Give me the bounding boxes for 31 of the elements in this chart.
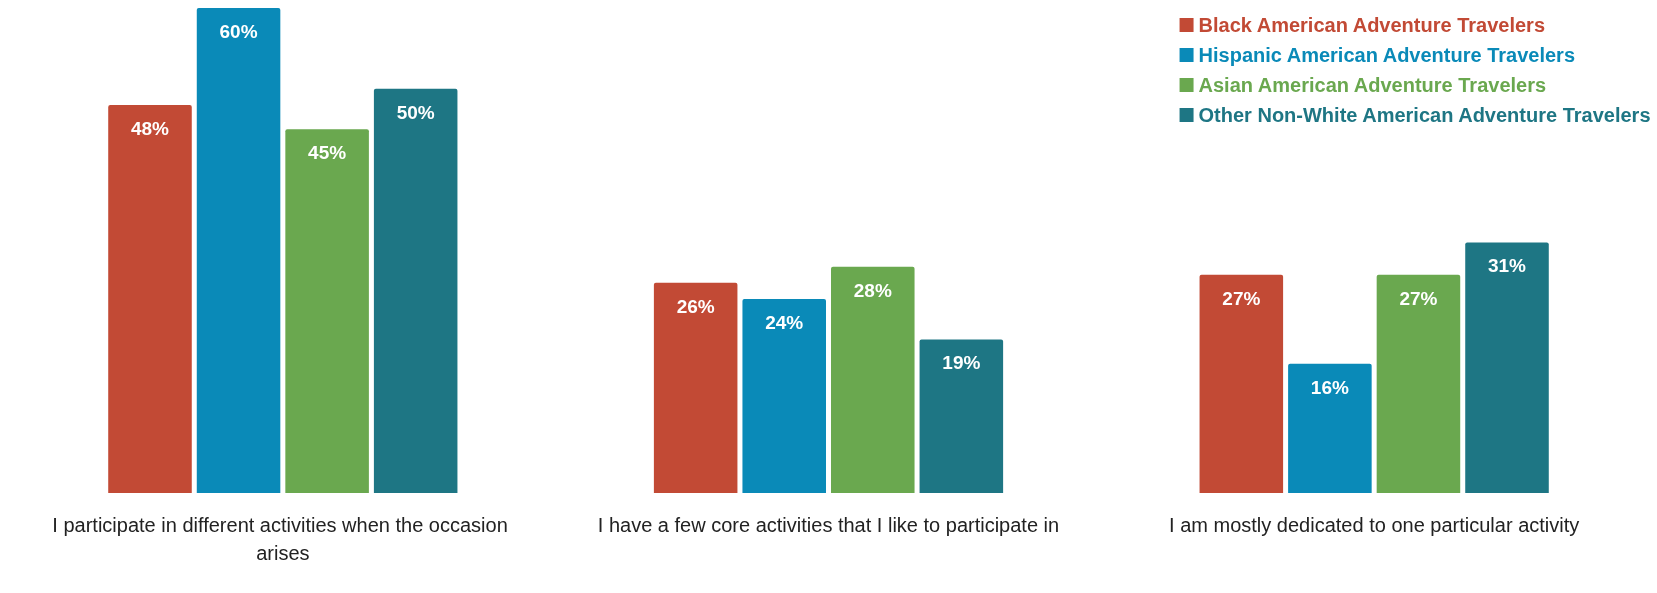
data-label: 28% <box>853 279 892 301</box>
data-label: 16% <box>1310 376 1349 398</box>
x-tick-label: I participate in different activities when the occasion arises <box>52 514 514 564</box>
bar <box>1199 274 1284 493</box>
data-label: 50% <box>396 101 435 123</box>
legend-label: Other Non-White American Adventure Travelers <box>1198 104 1651 126</box>
bar <box>1288 363 1372 493</box>
data-label: 19% <box>942 352 981 374</box>
data-label: 48% <box>130 118 170 139</box>
bar <box>831 266 915 493</box>
legend-label: Hispanic American Adventure Travelers <box>1198 44 1576 66</box>
bar <box>1376 274 1461 493</box>
bar <box>653 282 738 493</box>
bar <box>196 8 281 493</box>
data-label: 31% <box>1487 255 1527 277</box>
data-label: 60% <box>219 21 258 42</box>
data-label: 24% <box>765 312 804 333</box>
x-tick-label: I have a few core activities that I like to participate in <box>597 514 1060 536</box>
legend-label: Asian American Adventure Travelers <box>1198 74 1547 96</box>
bar <box>1465 242 1549 493</box>
bar <box>742 299 826 493</box>
x-tick-label: I am mostly dedicated to one particular activity <box>1169 514 1580 536</box>
data-label: 26% <box>676 295 715 317</box>
data-label: 45% <box>308 142 347 164</box>
data-label: 27% <box>1222 287 1261 309</box>
bar <box>373 88 458 493</box>
legend-label: Black American Adventure Travelers <box>1198 14 1546 36</box>
bar <box>108 105 192 493</box>
data-label: 27% <box>1399 287 1438 309</box>
bar <box>285 129 369 493</box>
bar <box>919 339 1004 493</box>
